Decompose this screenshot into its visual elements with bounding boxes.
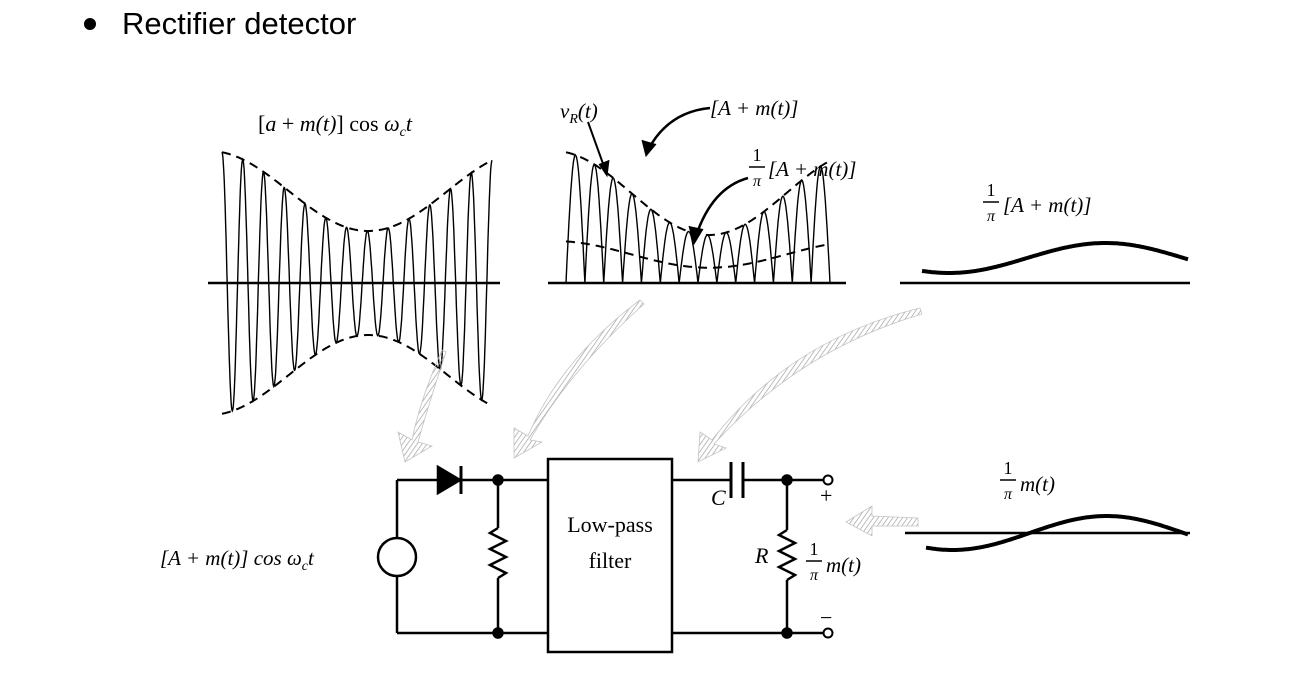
envelope-label: [A + m(t)]	[710, 96, 798, 120]
average-arrow	[694, 176, 749, 237]
resistor-label: R	[754, 543, 769, 568]
output-label: m(t)	[826, 553, 861, 577]
am-upper-envelope	[221, 151, 493, 232]
resistor-icon	[487, 526, 509, 580]
out-frac-num: 1	[810, 539, 819, 559]
circuit	[376, 457, 834, 654]
p3-frac-den: π	[987, 208, 996, 225]
lowpass-output-wave	[921, 241, 1189, 275]
pointer-arrow-2	[513, 299, 645, 459]
node-dot	[781, 474, 793, 486]
envelope-arrow	[646, 106, 711, 151]
capacitor-label: C	[711, 485, 726, 510]
node-dot	[781, 627, 793, 639]
bullet-dot-icon	[84, 18, 96, 30]
output-message-panel: 1 π m(t)	[905, 458, 1190, 552]
minus-sign: −	[820, 605, 832, 630]
source-label: [A + m(t)] cos ωct	[160, 546, 315, 574]
slide-heading: Rectifier detector	[122, 6, 357, 41]
pointer-arrow-4	[845, 505, 919, 537]
ac-source-icon	[376, 536, 418, 578]
diode-icon	[436, 464, 463, 496]
plus-sign: +	[820, 483, 832, 508]
lowpass-filter-box	[546, 457, 674, 654]
output-message-wave	[925, 514, 1189, 552]
rectified-waveform-panel: vR(t) [A + m(t)] 1 π [A + m(t)]	[548, 96, 856, 285]
am-lower-envelope	[221, 334, 493, 415]
p4-frac-num: 1	[1004, 458, 1013, 478]
pointer-arrow-3	[697, 307, 923, 463]
average-arrowhead-icon	[688, 225, 704, 246]
node-dot	[492, 474, 504, 486]
am-carrier-wave	[221, 151, 493, 413]
output-terminal-icon	[822, 474, 834, 486]
p3-frac-num: 1	[987, 180, 996, 200]
avg-frac-den: π	[753, 173, 762, 190]
p4-frac-den: π	[1004, 486, 1013, 503]
am-waveform-panel: [a + m(t)] cos ωct	[208, 111, 500, 415]
lpf-label-line2: filter	[589, 548, 632, 573]
resistor-icon	[776, 528, 798, 582]
panel1-label: [a + m(t)] cos ωct	[258, 111, 413, 140]
p3-label: [A + m(t)]	[1003, 193, 1091, 217]
vr-label: vR(t)	[560, 99, 598, 127]
lowpass-output-panel: 1 π [A + m(t)]	[900, 180, 1190, 285]
vr-arrowhead-icon	[598, 159, 610, 178]
pointer-arrow-1	[397, 349, 447, 463]
avg-frac-num: 1	[753, 145, 762, 165]
circuit-labels: [A + m(t)] cos ωct Low-pass filter C R 1…	[160, 483, 861, 630]
output-terminal-icon	[822, 627, 834, 639]
node-dot	[492, 627, 504, 639]
envelope-arrowhead-icon	[641, 139, 657, 158]
average-label: [A + m(t)]	[768, 157, 856, 181]
lpf-label-line1: Low-pass	[567, 512, 653, 537]
p4-label: m(t)	[1020, 472, 1055, 496]
title-bullet: Rectifier detector	[84, 6, 356, 42]
out-frac-den: π	[810, 567, 819, 584]
